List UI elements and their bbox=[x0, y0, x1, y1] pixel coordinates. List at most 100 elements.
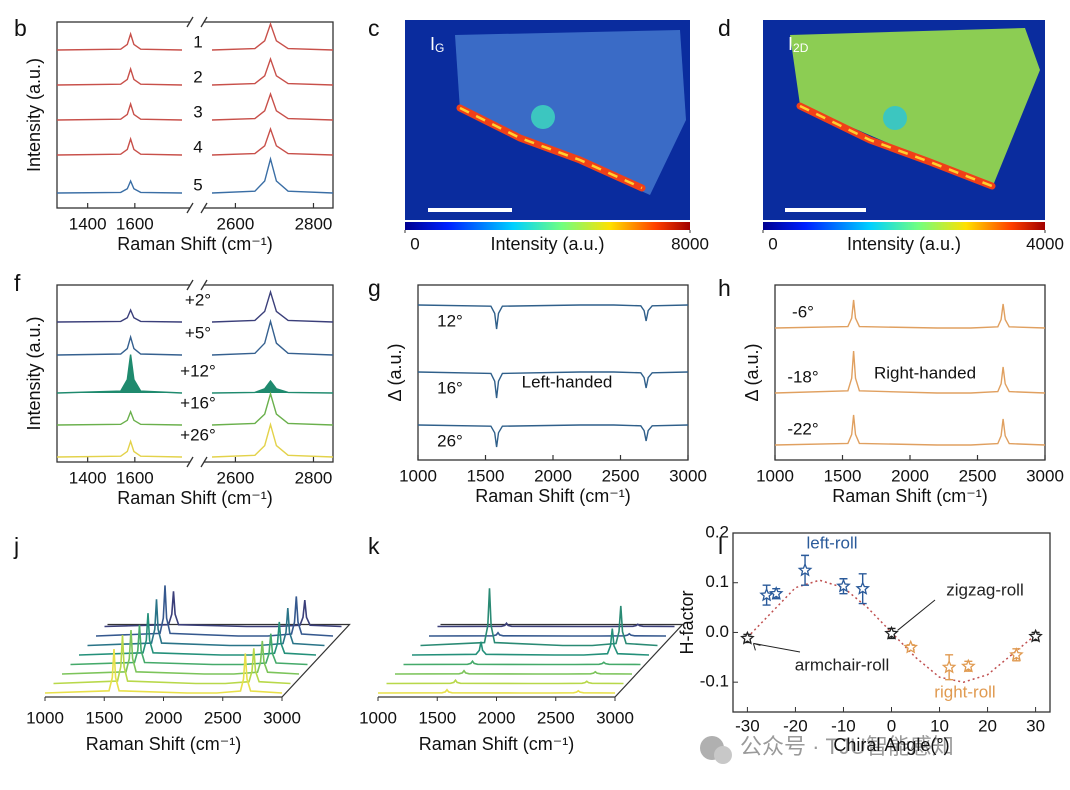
star-point bbox=[903, 639, 919, 654]
x-tick-label: 1400 bbox=[69, 214, 107, 233]
arrow bbox=[752, 642, 801, 653]
colorbar-tick-label: 8000 bbox=[671, 234, 709, 253]
x-tick-label: 1400 bbox=[69, 468, 107, 487]
axis-break-mark bbox=[200, 456, 208, 468]
panel-label: h bbox=[718, 275, 731, 301]
spectrum-line bbox=[56, 156, 334, 194]
arrow bbox=[897, 599, 936, 631]
spectrum-line bbox=[417, 304, 689, 330]
x-tick-label: 1600 bbox=[116, 214, 154, 233]
x-axis-label: Raman Shift (cm⁻¹) bbox=[86, 734, 242, 754]
spectrum-line bbox=[95, 585, 334, 637]
axis-break-mark bbox=[186, 202, 194, 214]
spectrum-line bbox=[420, 588, 658, 647]
spectrum-line bbox=[56, 391, 334, 426]
spectrum-line bbox=[774, 414, 1046, 446]
x-tick-label: 3000 bbox=[263, 708, 301, 727]
axis-break-mark bbox=[186, 16, 194, 28]
spectrum-line bbox=[87, 599, 325, 647]
spectrum-line bbox=[70, 624, 308, 666]
spectrum-line bbox=[56, 56, 334, 86]
x-tick-label: 1500 bbox=[467, 466, 505, 485]
series-label: +5° bbox=[185, 323, 211, 342]
x-tick-label: 3000 bbox=[596, 708, 634, 727]
x-tick-label: 2800 bbox=[295, 468, 333, 487]
x-tick-label: 1500 bbox=[418, 708, 456, 727]
series-label: -18° bbox=[787, 367, 818, 386]
spectrum-line bbox=[56, 91, 334, 121]
spectrum-line bbox=[56, 21, 334, 51]
star-point bbox=[797, 562, 813, 577]
colorbar-label: Intensity (a.u.) bbox=[847, 234, 961, 254]
axis-break-mark bbox=[200, 16, 208, 28]
axis-break-gap bbox=[190, 205, 204, 211]
star-point bbox=[960, 658, 976, 673]
y-tick-label: -0.1 bbox=[700, 672, 729, 691]
series-label: +26° bbox=[180, 425, 216, 444]
spectrum-line bbox=[437, 621, 675, 628]
x-axis-label: Raman Shift (cm⁻¹) bbox=[117, 234, 273, 254]
y-axis-label: Intensity (a.u.) bbox=[24, 58, 44, 172]
edge-streak-core bbox=[459, 106, 643, 190]
x-tick-label: 10 bbox=[930, 716, 949, 735]
x-tick-label: 1000 bbox=[359, 708, 397, 727]
spectrum-line bbox=[56, 318, 334, 356]
y-tick-label: 0.1 bbox=[705, 572, 729, 591]
x-tick-label: 1500 bbox=[824, 466, 862, 485]
y-tick-label: 0.0 bbox=[705, 622, 729, 641]
watermark: 公众号 · TJU智能感知 bbox=[740, 734, 954, 759]
x-axis-label: Raman Shift (cm⁻¹) bbox=[832, 486, 988, 506]
star-point bbox=[941, 659, 957, 674]
x-tick-label: 2000 bbox=[478, 708, 516, 727]
x-tick-label: -10 bbox=[831, 716, 856, 735]
waterfall-frame bbox=[45, 623, 351, 698]
map-label-sub: 2D bbox=[793, 41, 809, 55]
x-axis-label: Raman Shift (cm⁻¹) bbox=[117, 488, 273, 508]
map-label-main: I bbox=[430, 34, 435, 54]
star-point bbox=[759, 587, 774, 602]
y-axis-label: H-factor bbox=[677, 590, 697, 654]
panel-label: k bbox=[368, 533, 380, 559]
star-point bbox=[768, 586, 784, 600]
series-label: 5 bbox=[193, 175, 202, 194]
map-label: IG bbox=[430, 34, 444, 55]
series-label: armchair-roll bbox=[795, 655, 889, 674]
x-tick-label: 20 bbox=[978, 716, 997, 735]
x-axis-label: Raman Shift (cm⁻¹) bbox=[419, 734, 575, 754]
spectrum-line bbox=[61, 629, 300, 675]
y-axis-label: Δ (a.u.) bbox=[742, 343, 762, 401]
map-label-main: I bbox=[788, 34, 793, 54]
x-tick-label: 1500 bbox=[85, 708, 123, 727]
edge-streak-core bbox=[799, 104, 993, 188]
series-label: 1 bbox=[193, 32, 202, 51]
axis-break-mark bbox=[186, 279, 194, 291]
spectrum-line bbox=[56, 126, 334, 156]
panel-label: f bbox=[14, 270, 21, 296]
series-label: 12° bbox=[437, 311, 463, 330]
axis-break-gap bbox=[190, 282, 204, 288]
x-tick-label: 1000 bbox=[26, 708, 64, 727]
flake bbox=[790, 28, 1040, 188]
series-label: +12° bbox=[180, 361, 216, 380]
spectrum-line bbox=[56, 421, 334, 458]
x-tick-label: 2600 bbox=[217, 468, 255, 487]
spectrum-line bbox=[78, 613, 317, 656]
x-axis-label: Raman Shift (cm⁻¹) bbox=[475, 486, 631, 506]
panel-label: l bbox=[718, 533, 723, 559]
y-axis-label: Intensity (a.u.) bbox=[24, 316, 44, 430]
x-tick-label: -20 bbox=[783, 716, 808, 735]
x-tick-label: 3000 bbox=[1026, 466, 1064, 485]
colorbar-tick-label: 4000 bbox=[1026, 234, 1064, 253]
plot-frame bbox=[732, 532, 1051, 713]
x-tick-label: 2000 bbox=[145, 708, 183, 727]
spectrum-line bbox=[394, 669, 633, 675]
spectrum-line bbox=[411, 628, 650, 656]
x-tick-label: 0 bbox=[887, 716, 896, 735]
spectrum-line bbox=[104, 591, 342, 628]
y-axis-label: Δ (a.u.) bbox=[385, 343, 405, 401]
x-tick-label: 2600 bbox=[217, 214, 255, 233]
series-label: 16° bbox=[437, 378, 463, 397]
panel-label: j bbox=[13, 533, 19, 559]
x-axis-label: Chiral Angle(°) bbox=[833, 735, 949, 755]
spectrum-line bbox=[44, 648, 283, 694]
